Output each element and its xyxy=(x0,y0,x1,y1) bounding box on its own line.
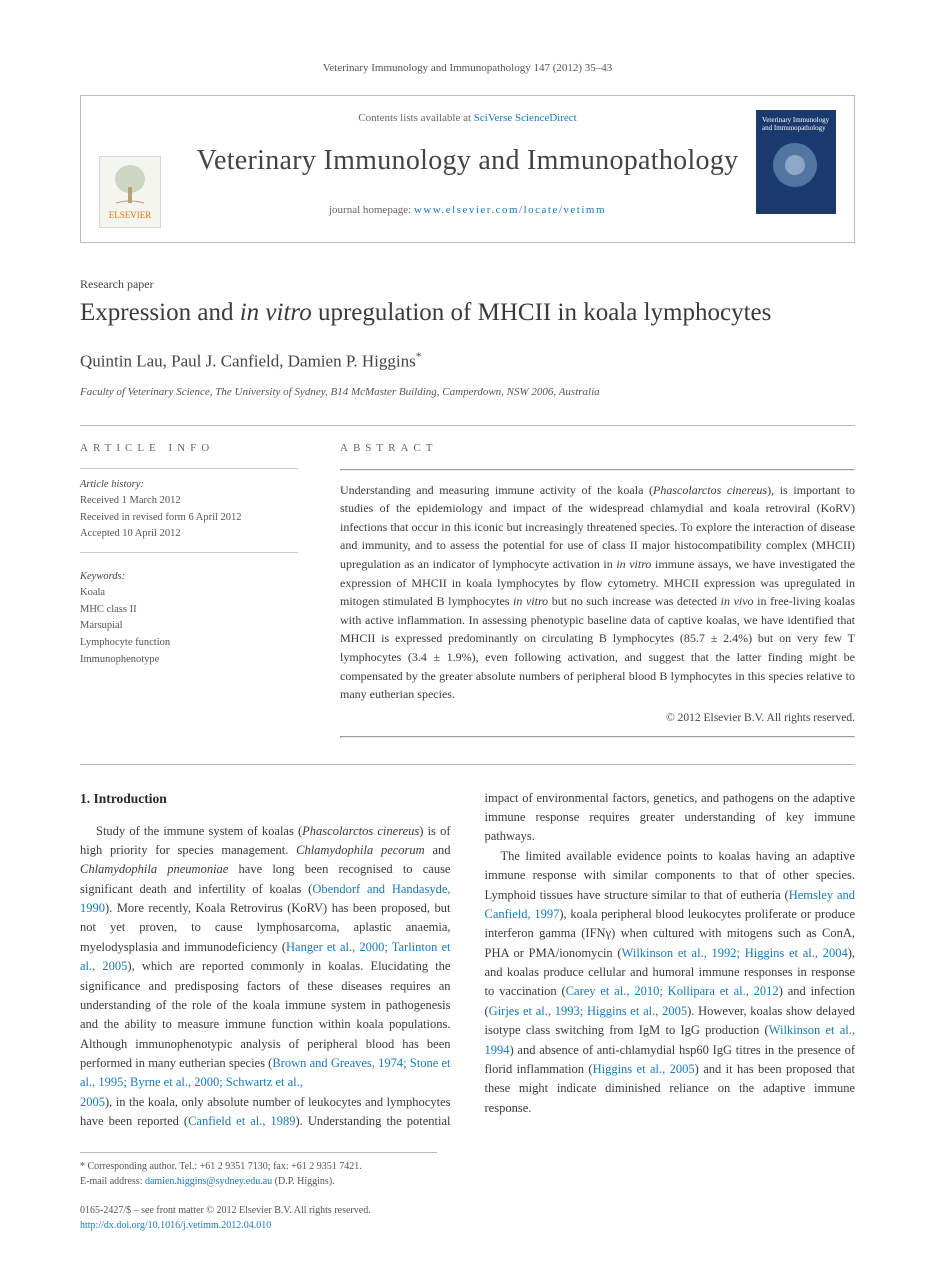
avail-pre: Contents lists available at xyxy=(358,112,473,124)
info-divider xyxy=(80,552,298,553)
body-two-columns: 1. Introduction Study of the immune syst… xyxy=(80,789,855,1132)
keyword: Koala xyxy=(80,585,298,601)
history-revised: Received in revised form 6 April 2012 xyxy=(80,510,298,526)
journal-cover-thumbnail: Veterinary Immunology and Immunopatholog… xyxy=(756,110,836,214)
copyright-line: © 2012 Elsevier B.V. All rights reserved… xyxy=(340,710,855,728)
cover-art-icon xyxy=(762,138,828,192)
article-info-column: ARTICLE INFO Article history: Received 1… xyxy=(80,440,298,738)
history-accepted: Accepted 10 April 2012 xyxy=(80,526,298,542)
corresponding-footnote: * Corresponding author. Tel.: +61 2 9351… xyxy=(80,1152,437,1189)
article-title: Expression and in vitro upregulation of … xyxy=(80,297,855,330)
affiliation: Faculty of Veterinary Science, The Unive… xyxy=(80,384,855,401)
abstract-column: ABSTRACT Understanding and measuring imm… xyxy=(340,440,855,738)
cover-text: Veterinary Immunology and Immunopatholog… xyxy=(762,116,829,132)
section-1-heading: 1. Introduction xyxy=(80,789,451,810)
title-ital: in vitro xyxy=(240,299,312,326)
authors-names: Quintin Lau, Paul J. Canfield, Damien P.… xyxy=(80,352,416,371)
home-pre: journal homepage: xyxy=(329,204,414,216)
footnote-email-label: E-mail address: xyxy=(80,1176,145,1187)
keyword: Immunophenotype xyxy=(80,652,298,668)
divider xyxy=(80,764,855,765)
sciencedirect-link[interactable]: SciVerse ScienceDirect xyxy=(474,112,577,124)
paragraph-1: Study of the immune system of koalas (Ph… xyxy=(80,822,451,1093)
history-received: Received 1 March 2012 xyxy=(80,493,298,509)
journal-title: Veterinary Immunology and Immunopatholog… xyxy=(189,140,746,182)
journal-homepage-line: journal homepage: www.elsevier.com/locat… xyxy=(189,202,746,219)
title-pre: Expression and xyxy=(80,299,240,326)
doi-link[interactable]: http://dx.doi.org/10.1016/j.vetimm.2012.… xyxy=(80,1220,271,1231)
keywords-head: Keywords: xyxy=(80,569,298,585)
publisher-name: ELSEVIER xyxy=(109,209,152,223)
abstract-heading: ABSTRACT xyxy=(340,440,855,457)
paragraph-2: The limited available evidence points to… xyxy=(485,847,856,1118)
footnote-star: * xyxy=(80,1161,85,1172)
issn-line: 0165-2427/$ – see front matter © 2012 El… xyxy=(80,1203,855,1218)
article-info-heading: ARTICLE INFO xyxy=(80,440,298,457)
journal-homepage-link[interactable]: www.elsevier.com/locate/vetimm xyxy=(414,204,606,216)
abstract-divider-bottom xyxy=(340,736,855,738)
footnote-label: Corresponding author. Tel.: +61 2 9351 7… xyxy=(88,1161,362,1172)
keyword: Lymphocyte function xyxy=(80,635,298,651)
paper-type: Research paper xyxy=(80,275,855,293)
footnote-email-who: (D.P. Higgins). xyxy=(272,1176,335,1187)
keyword: Marsupial xyxy=(80,618,298,634)
keyword: MHC class II xyxy=(80,602,298,618)
abstract-divider xyxy=(340,469,855,471)
history-head: Article history: xyxy=(80,477,298,493)
authors-line: Quintin Lau, Paul J. Canfield, Damien P.… xyxy=(80,347,855,374)
corresponding-email-link[interactable]: damien.higgins@sydney.edu.au xyxy=(145,1176,272,1187)
publisher-logo: ELSEVIER xyxy=(99,156,161,228)
bottom-matter: 0165-2427/$ – see front matter © 2012 El… xyxy=(80,1203,855,1233)
corresponding-star: * xyxy=(416,349,422,363)
journal-header-box: ELSEVIER Contents lists available at Sci… xyxy=(80,95,855,243)
elsevier-tree-icon xyxy=(110,163,150,207)
info-divider xyxy=(80,468,298,469)
running-head: Veterinary Immunology and Immunopatholog… xyxy=(80,60,855,77)
title-post: upregulation of MHCII in koala lymphocyt… xyxy=(312,299,772,326)
divider xyxy=(80,425,855,426)
contents-available-line: Contents lists available at SciVerse Sci… xyxy=(189,110,746,127)
abstract-text: Understanding and measuring immune activ… xyxy=(340,481,855,704)
